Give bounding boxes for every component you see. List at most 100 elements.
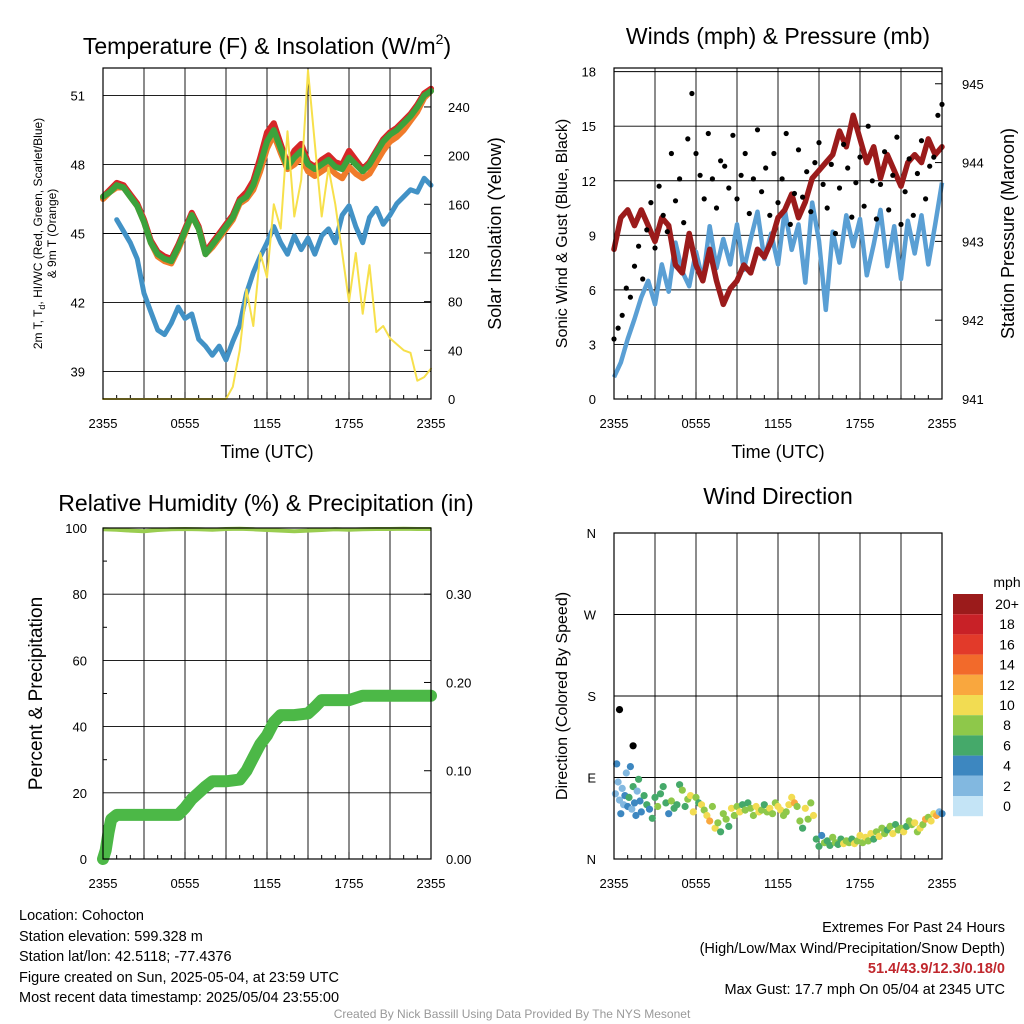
- winds-gust-point: [619, 312, 625, 318]
- dir-point: [629, 742, 637, 750]
- legend-label: 14: [999, 657, 1015, 673]
- winds-gust-point: [730, 132, 736, 138]
- dir-point: [628, 805, 636, 813]
- winds-gust-point: [705, 130, 711, 137]
- temp-xtick-label: 0555: [171, 416, 200, 431]
- dir-point: [681, 802, 689, 811]
- dir-point: [651, 793, 659, 802]
- winds-gust-point: [672, 198, 679, 204]
- winds-gust-point: [685, 136, 691, 142]
- winds-gust-point: [828, 161, 834, 167]
- legend-swatch: [953, 674, 983, 695]
- dir-point: [826, 841, 834, 850]
- winds-gust-point: [767, 212, 773, 218]
- dir-point: [727, 804, 736, 812]
- dir-point: [788, 793, 796, 802]
- rh-xtick-label: 1755: [335, 876, 364, 891]
- temp-title: Temperature (F) & Insolation (W/m2): [83, 31, 451, 59]
- winds-gust-point: [722, 163, 728, 169]
- legend-label: 0: [1003, 798, 1011, 814]
- winds-gust-point: [656, 183, 662, 189]
- winds-gust-point: [935, 112, 941, 118]
- dir-point: [744, 799, 752, 807]
- dir-point: [722, 815, 730, 823]
- winds-gust-point: [836, 185, 843, 191]
- legend-label: 18: [999, 616, 1015, 632]
- dir-point: [626, 763, 635, 771]
- dir-point: [730, 811, 738, 820]
- winds-y2tick-label: 942: [962, 313, 984, 328]
- rh-xtick-label: 0555: [171, 876, 200, 891]
- temp-series-line-3: [114, 175, 434, 363]
- winds-gust-point: [918, 138, 925, 144]
- winds-gust-point: [783, 130, 789, 137]
- winds-gust-point: [681, 220, 687, 226]
- winds-gust-point: [914, 170, 921, 177]
- winds-gust-point: [808, 209, 814, 215]
- dir-point: [870, 835, 878, 843]
- winds-y2tick-label: 944: [962, 156, 984, 171]
- dir-point: [809, 811, 818, 820]
- station-elevation: Station elevation: 599.328 m: [19, 928, 203, 945]
- temp-y2tick-label: 120: [448, 246, 470, 261]
- dir-point: [673, 801, 681, 809]
- temp-y2tick-label: 0: [448, 392, 455, 407]
- winds-gust-point: [750, 176, 757, 182]
- dir-xtick-label: 1755: [846, 876, 875, 891]
- dir-point: [689, 808, 697, 816]
- winds-gust-point: [812, 160, 818, 166]
- winds-gust-point: [640, 276, 646, 282]
- winds-ytick-label: 9: [589, 228, 596, 243]
- temp-ylabel-rest: , HI/WC (Red, Green, Scarlet/Blue): [31, 118, 45, 305]
- winds-gust-point: [795, 147, 802, 153]
- winds-gust-point: [759, 189, 765, 195]
- winds-gust-point: [718, 158, 724, 164]
- winds-xtick-label: 1755: [846, 416, 875, 431]
- winds-gust-point: [906, 156, 912, 162]
- winds-gust-point: [910, 212, 916, 218]
- winds-gust-point: [894, 134, 900, 140]
- dir-point: [749, 811, 758, 820]
- dir-point: [815, 842, 823, 850]
- legend-label: 8: [1003, 717, 1011, 733]
- dir-point: [889, 830, 897, 838]
- dir-point: [752, 802, 760, 811]
- dir-point: [741, 806, 749, 814]
- dir-point: [640, 792, 648, 800]
- credit-line: Created By Nick Bassill Using Data Provi…: [333, 1007, 691, 1021]
- winds-gust-point: [738, 172, 744, 178]
- dir-point: [807, 799, 815, 807]
- winds-gust-point: [853, 180, 859, 186]
- rh-y2tick-label: 0.20: [446, 675, 471, 690]
- winds-gust-point: [631, 263, 638, 269]
- dir-point: [919, 821, 927, 829]
- temp-xlabel: Time (UTC): [220, 442, 313, 462]
- dir-ytick-label: N: [587, 852, 596, 867]
- extremes-subheading: (High/Low/Max Wind/Precipitation/Snow De…: [699, 940, 1005, 957]
- winds-gust-point: [652, 245, 658, 251]
- winds-xtick-label: 1155: [764, 416, 792, 431]
- winds-gust-point: [709, 176, 716, 182]
- temp-frame: [102, 67, 432, 400]
- winds-gust-point: [869, 178, 875, 184]
- dir-point: [818, 831, 826, 840]
- winds-y2label: Station Pressure (Maroon): [998, 128, 1018, 339]
- winds-gust-point: [668, 150, 675, 157]
- temp-ytick-label: 51: [71, 89, 85, 104]
- winds-frame: [613, 67, 943, 400]
- dir-title: Wind Direction: [703, 483, 853, 509]
- temp-y2tick-label: 160: [448, 197, 470, 212]
- winds-pressure-line: [611, 112, 945, 308]
- dir-point: [711, 824, 719, 832]
- dir-point: [760, 801, 768, 809]
- winds-gust-point: [746, 210, 752, 217]
- winds-gust-point: [890, 172, 896, 178]
- figure-created: Figure created on Sun, 2025-05-04, at 23…: [19, 969, 339, 986]
- temp-xtick-label: 1755: [335, 416, 364, 431]
- winds-ylabel: Sonic Wind & Gust (Blue, Black): [554, 119, 571, 348]
- dir-point: [667, 797, 676, 805]
- winds-gust-point: [636, 243, 642, 249]
- dir-point: [617, 810, 625, 818]
- temp-ytick-label: 42: [71, 295, 85, 310]
- dir-point: [611, 790, 620, 798]
